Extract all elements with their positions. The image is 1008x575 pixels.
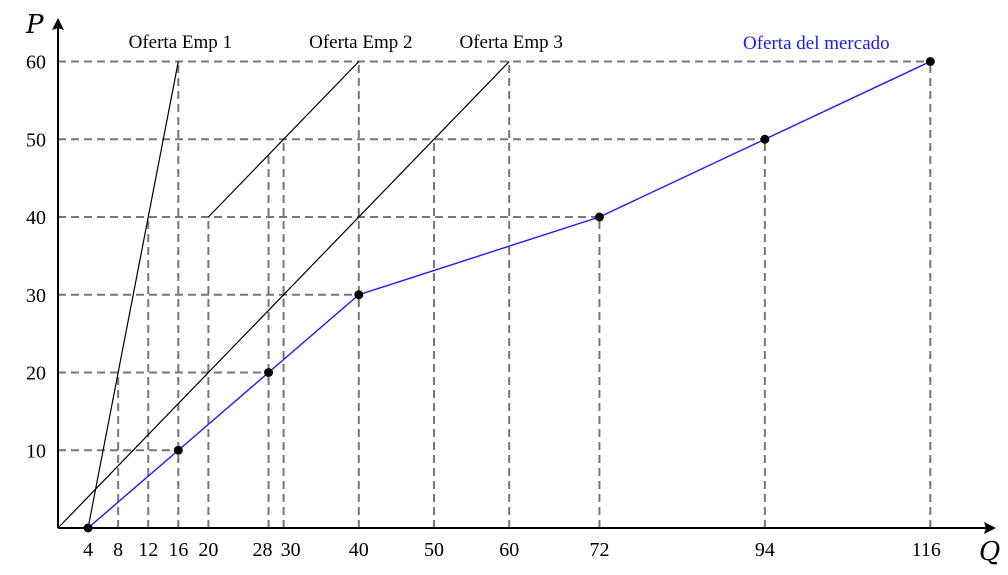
x-tick-label: 116 (912, 539, 941, 561)
firm-supply-line (87, 61, 179, 529)
tick-labels: 4 8 12 16 20 28 30 40 50 60 72 94 116 10 20 30 40 50 60 (26, 52, 941, 562)
market-point (760, 134, 770, 144)
y-tick-label: 60 (26, 52, 46, 74)
y-tick-label: 40 (26, 207, 46, 229)
x-tick-label: 12 (138, 539, 158, 561)
x-axis-arrow-icon (984, 522, 996, 534)
x-tick-label: 40 (349, 539, 369, 561)
y-tick-label: 30 (26, 285, 46, 307)
x-tick-label: 94 (755, 539, 775, 561)
y-axis-label: P (25, 10, 44, 40)
firm-supply-line (207, 61, 360, 218)
series-label: Oferta del mercado (743, 33, 890, 54)
x-tick-label: 60 (499, 539, 519, 561)
market-point (354, 290, 364, 300)
y-tick-label: 50 (26, 129, 46, 151)
axes: Q P (25, 10, 1000, 567)
x-tick-label: 28 (253, 539, 273, 561)
x-tick-label: 50 (424, 539, 444, 561)
y-axis-arrow-icon (52, 18, 64, 30)
x-tick-label: 30 (281, 539, 301, 561)
market-points (83, 57, 935, 533)
y-tick-label: 20 (26, 363, 46, 385)
firm-supply-line (57, 61, 510, 529)
series-label: Oferta Emp 3 (459, 32, 562, 53)
x-tick-label: 4 (83, 539, 93, 561)
market-point (594, 212, 604, 222)
x-tick-label: 16 (168, 539, 188, 561)
x-axis-label: Q (979, 537, 1000, 567)
x-tick-label: 8 (113, 539, 123, 561)
market-point (83, 523, 93, 533)
y-tick-label: 10 (26, 440, 46, 462)
market-point (925, 57, 935, 66)
market-point (173, 445, 183, 455)
x-tick-label: 72 (589, 539, 609, 561)
series-label: Oferta Emp 1 (129, 32, 232, 53)
x-tick-label: 20 (198, 539, 218, 561)
series-labels: Oferta Emp 1 Oferta Emp 2 Oferta Emp 3 Ofer… (129, 32, 890, 54)
market-point (264, 368, 274, 377)
series-label: Oferta Emp 2 (309, 32, 412, 53)
guide-lines (58, 60, 932, 528)
